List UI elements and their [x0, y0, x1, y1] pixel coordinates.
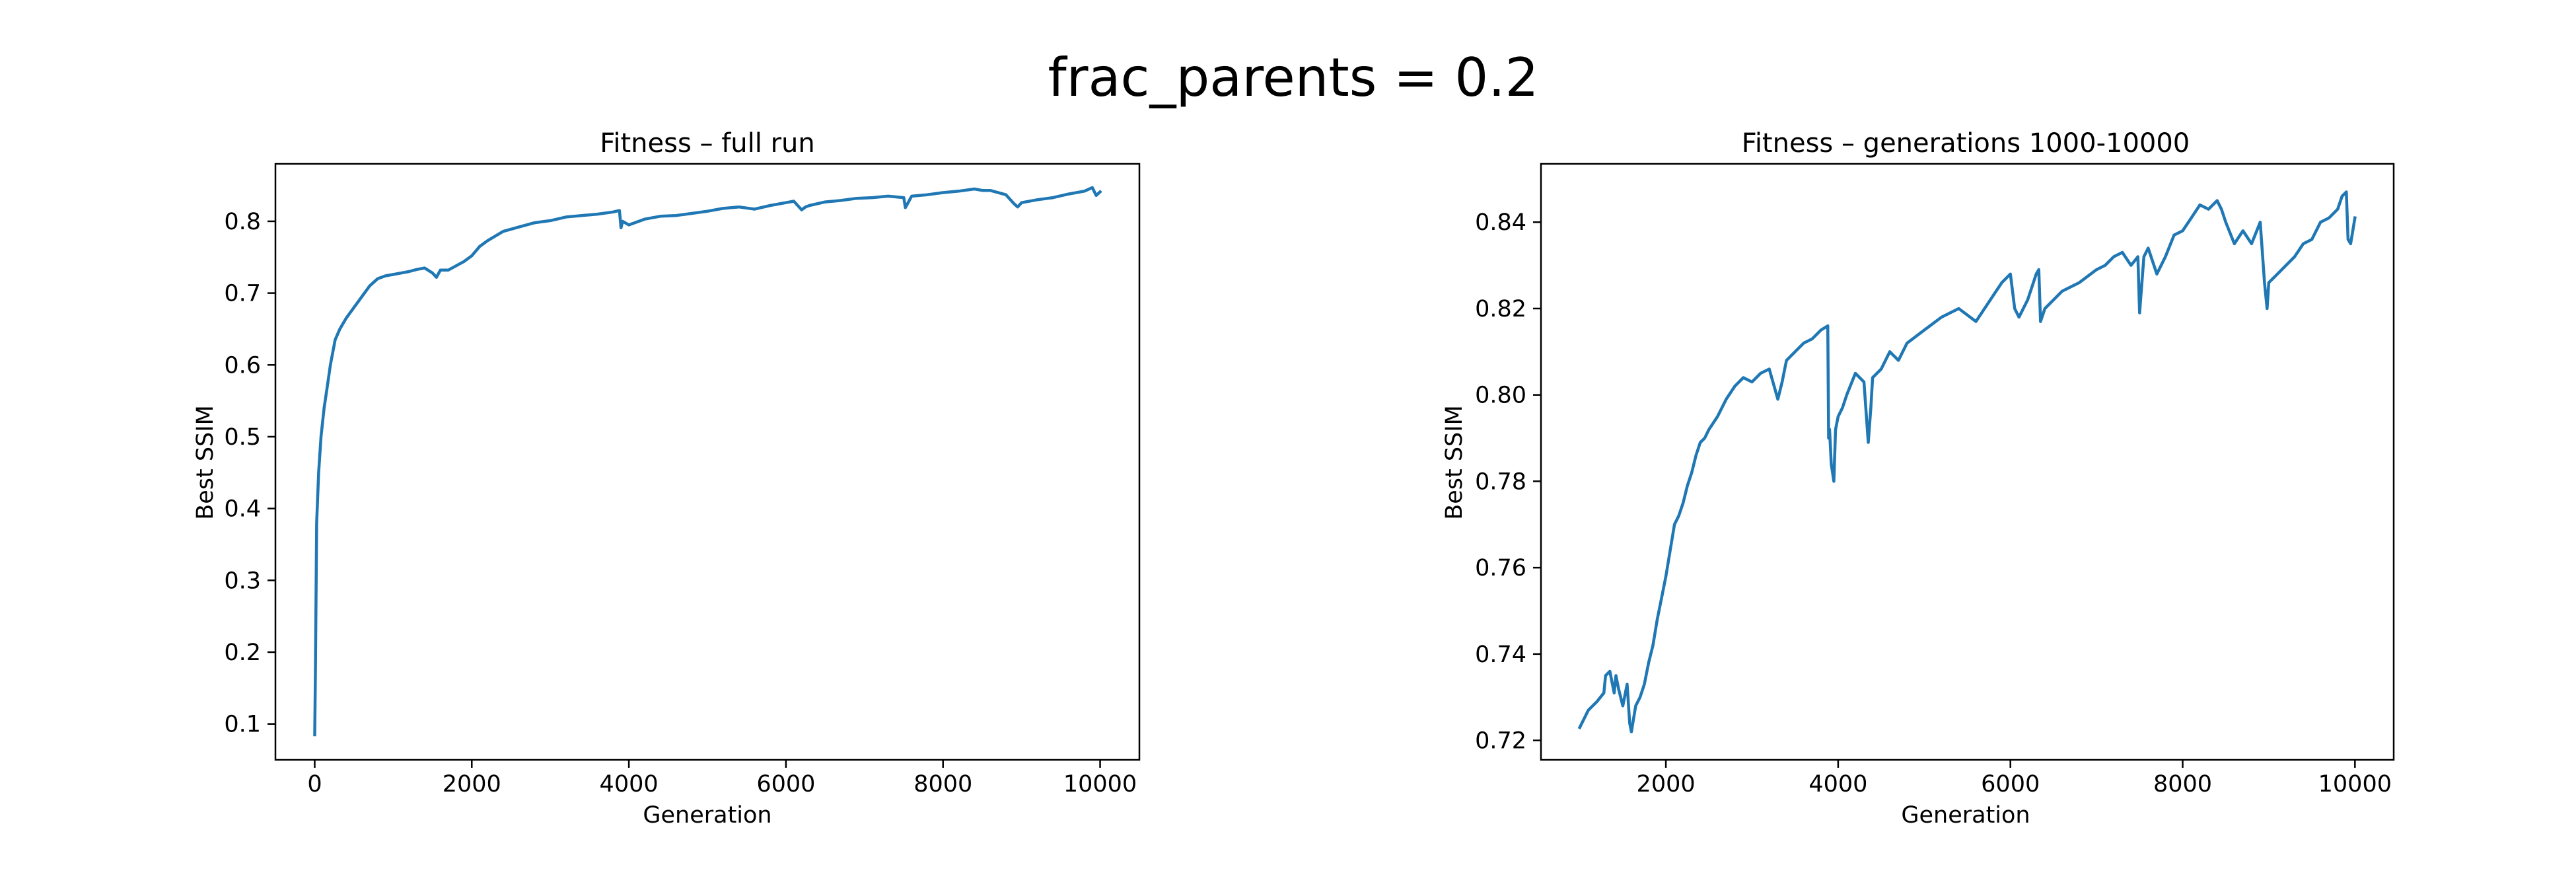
x-tick-label: 6000	[756, 771, 815, 798]
chart-generations-1000-10000: Fitness – generations 1000-10000 Generat…	[1441, 128, 2395, 829]
x-tick-label: 8000	[913, 771, 972, 798]
x-tick-label: 2000	[1637, 771, 1696, 798]
y-tick-label: 0.84	[1475, 209, 1526, 236]
y-tick-label: 0.1	[224, 712, 261, 738]
series-line-best-ssim	[313, 186, 1102, 737]
x-tick-label: 10000	[1063, 771, 1137, 798]
y-tick-label: 0.76	[1475, 555, 1526, 581]
x-tick-label: 4000	[1808, 771, 1867, 798]
y-axis-label: Best SSIM	[1441, 405, 1468, 520]
y-tick-label: 0.4	[224, 496, 261, 523]
x-axis-label: Generation	[1901, 802, 2030, 829]
x-tick-label: 2000	[443, 771, 501, 798]
chart-title: Fitness – full run	[600, 128, 815, 159]
x-tick-label: 10000	[2318, 771, 2392, 798]
y-tick-label: 0.6	[224, 352, 261, 379]
x-tick-label: 4000	[600, 771, 659, 798]
y-tick-label: 0.5	[224, 424, 261, 451]
plot-frame	[274, 163, 1141, 761]
y-tick-label: 0.3	[224, 568, 261, 594]
x-tick-label: 8000	[2153, 771, 2212, 798]
figure-suptitle: frac_parents = 0.2	[1048, 47, 1538, 108]
y-tick-label: 0.8	[224, 209, 261, 235]
y-tick-label: 0.78	[1475, 468, 1526, 495]
plot-frame	[1540, 163, 2395, 761]
y-tick-label: 0.74	[1475, 642, 1526, 668]
y-tick-label: 0.7	[224, 281, 261, 307]
y-tick-label: 0.2	[224, 640, 261, 666]
chart-full-run: Fitness – full run Generation Best SSIM …	[192, 128, 1141, 829]
y-tick-label: 0.80	[1475, 383, 1526, 409]
x-tick-label: 6000	[1981, 771, 2040, 798]
y-tick-label: 0.82	[1475, 296, 1526, 322]
x-axis-label: Generation	[643, 802, 771, 829]
series-line-best-ssim	[1577, 190, 2357, 733]
chart-title: Fitness – generations 1000-10000	[1742, 128, 2190, 159]
y-axis-label: Best SSIM	[192, 405, 219, 520]
x-tick-label: 0	[307, 771, 322, 798]
y-tick-label: 0.72	[1475, 728, 1526, 755]
